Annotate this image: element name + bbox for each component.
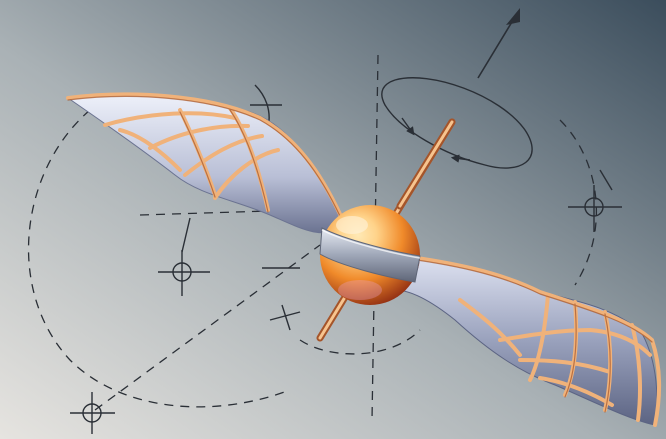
diagonal-dashed-axis (94, 244, 321, 411)
crosshair-icon (568, 169, 622, 232)
left-wing-rib-shading (67, 95, 346, 228)
right-wing (393, 253, 662, 427)
crosshair-icon (158, 217, 210, 296)
rotation-arrow-icon (381, 77, 533, 169)
hub-band (319, 227, 421, 283)
rotor-shaft-top (396, 118, 456, 210)
hub-highlight (336, 216, 368, 234)
crosshair-icon (70, 392, 115, 434)
lower-dashed-curve (299, 329, 421, 355)
left-wing (66, 92, 347, 234)
large-dashed-arc (27, 109, 291, 408)
central-hub (319, 205, 421, 305)
direction-arrow-icon (477, 8, 520, 79)
right-dashed-arc (559, 119, 598, 286)
right-wing-rib-shading (394, 256, 653, 413)
